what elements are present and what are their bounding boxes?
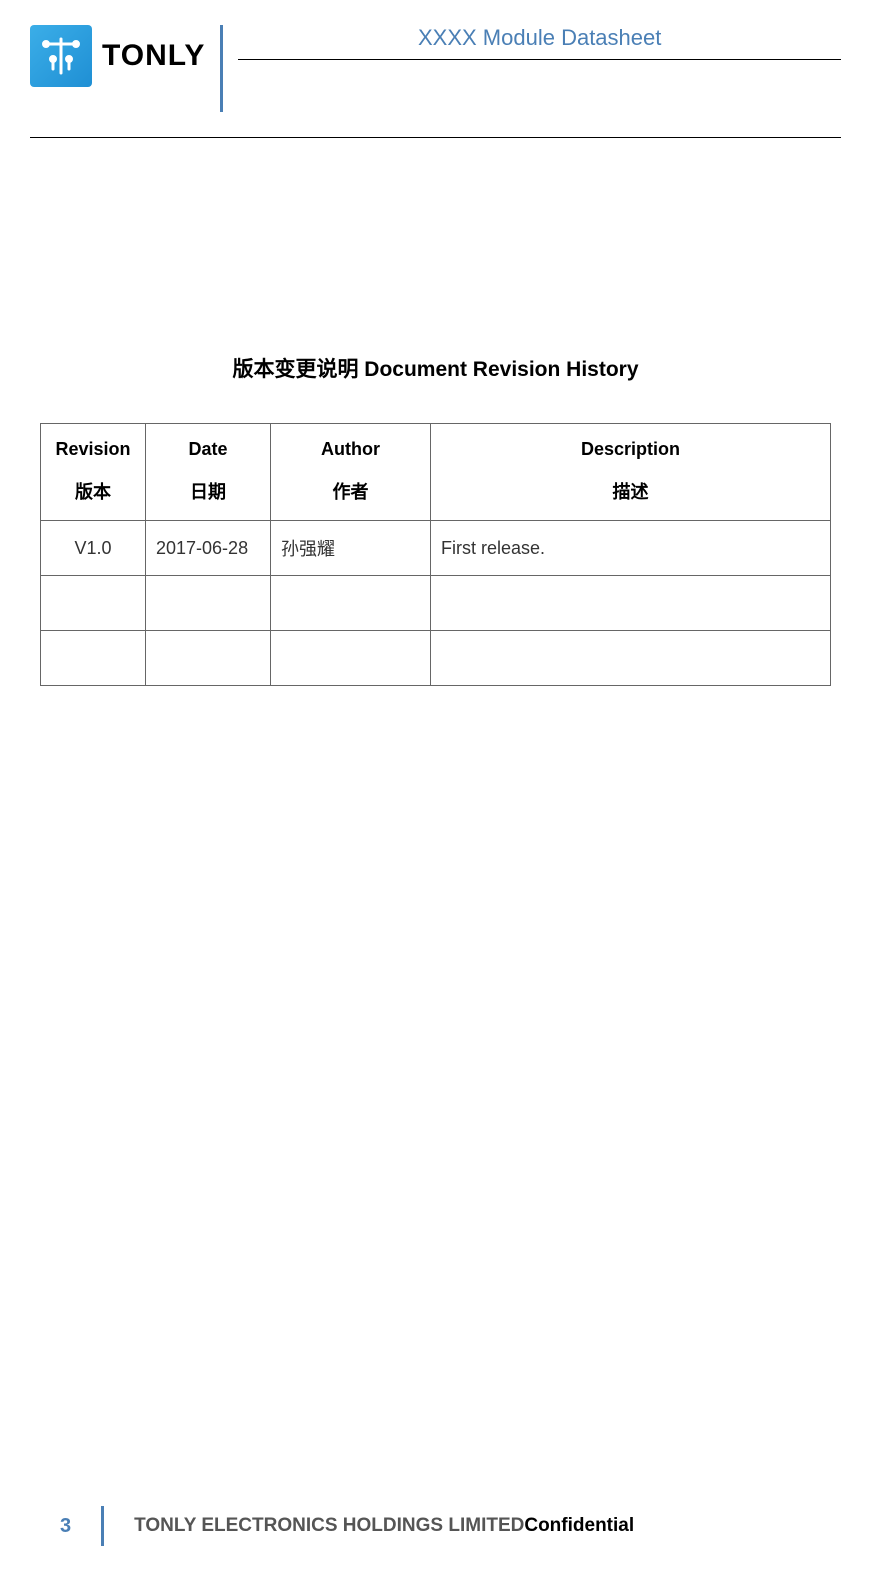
cell-date bbox=[146, 576, 271, 631]
cell-revision: V1.0 bbox=[41, 521, 146, 576]
header-divider bbox=[30, 137, 841, 138]
table-row bbox=[41, 576, 831, 631]
cell-date: 2017-06-28 bbox=[146, 521, 271, 576]
cell-author: 孙强耀 bbox=[271, 521, 431, 576]
content: 版本变更说明 Document Revision History Revisio… bbox=[0, 353, 871, 686]
cell-author bbox=[271, 576, 431, 631]
header-title-wrap: XXXX Module Datasheet bbox=[223, 25, 841, 60]
page-number: 3 bbox=[30, 1506, 104, 1546]
logo-text: TONLY bbox=[102, 39, 205, 73]
tonly-logo-icon bbox=[30, 25, 92, 87]
section-title: 版本变更说明 Document Revision History bbox=[40, 353, 831, 383]
footer: 3 TONLY ELECTRONICS HOLDINGS LIMITEDConf… bbox=[0, 1506, 871, 1546]
header-author: Author 作者 bbox=[271, 424, 431, 521]
cell-revision bbox=[41, 576, 146, 631]
table-header-row: Revision 版本 Date 日期 Author 作者 bbox=[41, 424, 831, 521]
header-date: Date 日期 bbox=[146, 424, 271, 521]
header-description: Description 描述 bbox=[431, 424, 831, 521]
footer-text: TONLY ELECTRONICS HOLDINGS LIMITEDConfid… bbox=[104, 1515, 634, 1537]
cell-author bbox=[271, 631, 431, 686]
footer-company: TONLY ELECTRONICS HOLDINGS LIMITED bbox=[134, 1515, 524, 1536]
footer-confidential: Confidential bbox=[524, 1515, 634, 1536]
cell-date bbox=[146, 631, 271, 686]
cell-description: First release. bbox=[431, 521, 831, 576]
cell-revision bbox=[41, 631, 146, 686]
header-revision: Revision 版本 bbox=[41, 424, 146, 521]
document-title: XXXX Module Datasheet bbox=[238, 25, 841, 60]
table-row: V1.0 2017-06-28 孙强耀 First release. bbox=[41, 521, 831, 576]
cell-description bbox=[431, 631, 831, 686]
table-row bbox=[41, 631, 831, 686]
logo-block: TONLY bbox=[30, 25, 223, 112]
header: TONLY XXXX Module Datasheet bbox=[0, 0, 871, 112]
revision-history-table: Revision 版本 Date 日期 Author 作者 bbox=[40, 423, 831, 686]
cell-description bbox=[431, 576, 831, 631]
